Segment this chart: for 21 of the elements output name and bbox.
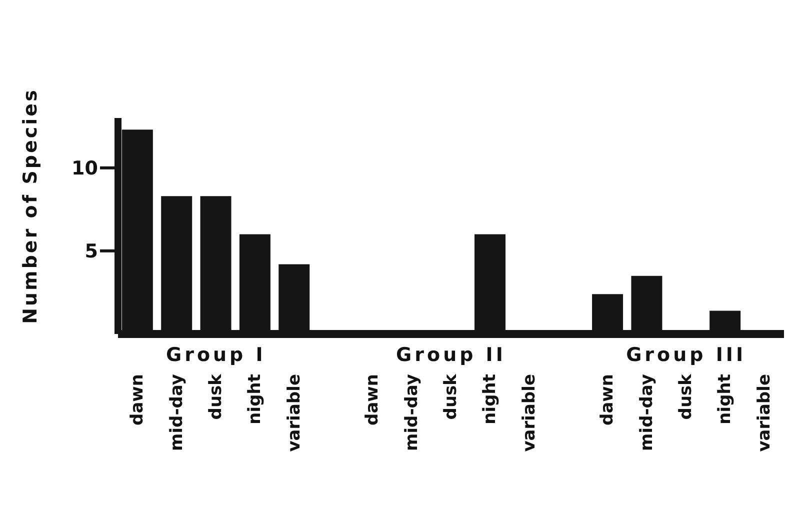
x-tick-label: dawn	[598, 374, 618, 426]
x-tick-label: dawn	[128, 374, 148, 426]
x-tick-label: mid-day	[166, 374, 187, 451]
x-tick-label: night	[480, 374, 500, 424]
x-tick-label: mid-day	[402, 374, 422, 451]
x-tick-label: dusk	[676, 373, 696, 420]
text: Group II	[395, 344, 507, 366]
y-axis-title: Number of Species	[20, 88, 42, 324]
x-tick-label: variable	[754, 374, 774, 452]
x-tick-label: mid-day	[636, 374, 657, 451]
x-tick-label: variable	[284, 374, 304, 452]
x-tick-label: dusk	[441, 373, 461, 420]
y-tick-label: 5	[84, 240, 98, 263]
x-tick-label: night	[715, 374, 736, 424]
text: Group III	[625, 344, 748, 366]
x-tick-label: dusk	[206, 373, 226, 420]
text: Group I	[165, 344, 267, 366]
x-tick-label: night	[245, 374, 266, 424]
x-tick-label: dawn	[362, 374, 383, 426]
y-tick-label: 10	[72, 158, 98, 180]
x-tick-label: variable	[519, 374, 540, 452]
